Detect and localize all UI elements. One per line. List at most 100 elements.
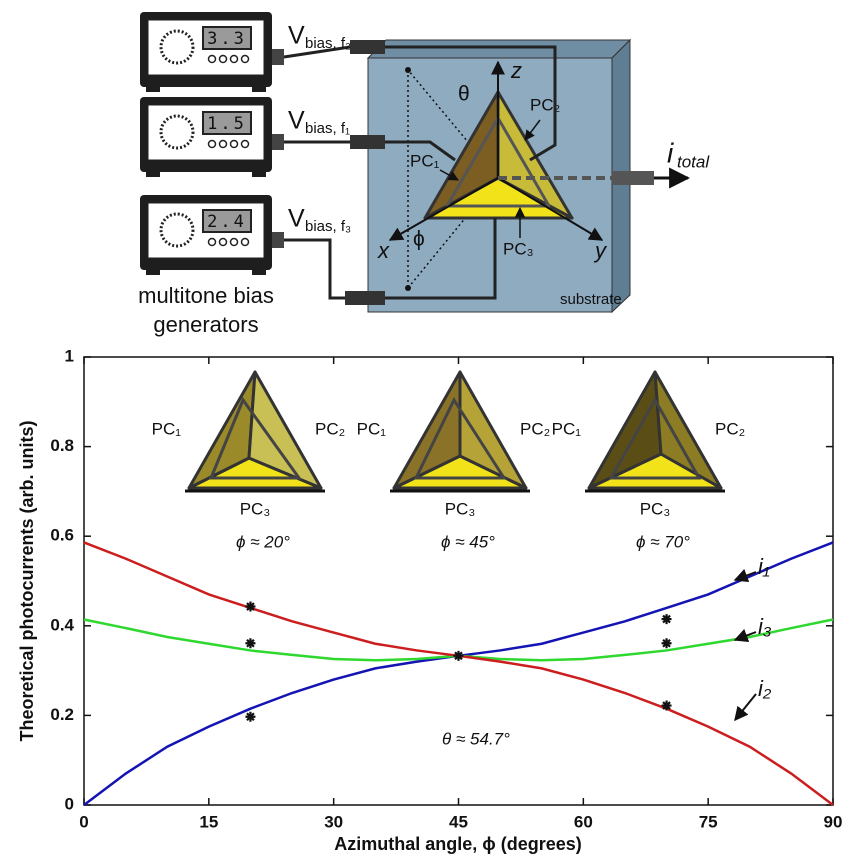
output-label: i [667, 137, 674, 168]
pc-label: PC₁ [410, 151, 440, 170]
point [405, 285, 411, 291]
dial [159, 212, 195, 248]
button [240, 54, 250, 64]
x-axis-label: Azimuthal angle, ϕ (degrees) [334, 834, 582, 854]
button [218, 139, 228, 149]
button [240, 139, 250, 149]
button [207, 139, 217, 149]
generator-foot [252, 87, 266, 92]
inset-pc: PC₃ [640, 499, 671, 518]
bias-label: V [288, 205, 305, 233]
x-tick-label: 45 [449, 812, 468, 831]
inset-pc: PC₂ [520, 419, 550, 438]
display [202, 111, 252, 135]
axis-z: z [510, 58, 522, 83]
marker [245, 601, 256, 612]
bias-label: V [288, 22, 305, 50]
y-tick-label: 0.6 [50, 526, 74, 545]
marker [453, 650, 464, 661]
pyramid [423, 90, 574, 220]
inset-inner [208, 396, 302, 480]
axis-x: x [377, 238, 390, 263]
series-line [83, 541, 834, 806]
button [207, 54, 217, 64]
display-value: 2.4 [207, 212, 247, 232]
button [229, 139, 239, 149]
inset-pc: PC₂ [715, 419, 745, 438]
inset-label: ϕ ≈ 70° [636, 532, 690, 551]
inset-label: ϕ ≈ 45° [441, 532, 495, 551]
marker [661, 638, 672, 649]
pc-label: PC₂ [530, 95, 560, 114]
theta-label: θ [458, 83, 470, 106]
x-tick-label: 15 [199, 812, 218, 831]
y-tick-label: 1 [65, 346, 74, 365]
inset-pc: PC₁ [357, 419, 387, 438]
connector [350, 135, 385, 149]
x-tick-label: 60 [574, 812, 593, 831]
axes-3d [388, 60, 604, 241]
y-tick-label: 0.4 [50, 615, 74, 634]
connector [350, 40, 385, 54]
generator-foot [146, 172, 160, 177]
x-tick-label: 75 [699, 812, 718, 831]
y-tick-label: 0.8 [50, 436, 74, 455]
output-port [272, 49, 284, 65]
legend-arrow [733, 628, 757, 643]
button [218, 54, 228, 64]
generator-foot [252, 270, 266, 275]
generator-foot [146, 270, 160, 275]
caption: generators [153, 312, 258, 337]
bias-label-sub: bias, f₁ [305, 120, 350, 137]
button [207, 237, 217, 247]
legend-label: i₂ [758, 676, 772, 701]
dial [159, 114, 195, 150]
inset-pc: PC₁ [152, 419, 182, 438]
inset-pc: PC₃ [240, 499, 271, 518]
output-port [272, 232, 284, 248]
y-tick-label: 0.2 [50, 705, 74, 724]
inset-inner [413, 396, 507, 480]
marker [661, 700, 672, 711]
cables [283, 45, 557, 300]
legend-arrow [734, 693, 757, 722]
series-line [83, 541, 834, 806]
button [240, 237, 250, 247]
phi-label: ϕ [413, 228, 425, 251]
inset-pc: PC₂ [315, 419, 345, 438]
inset-label: ϕ ≈ 20° [236, 532, 290, 551]
point [405, 67, 411, 73]
display-value: 1.5 [207, 114, 247, 134]
y-tick-label: 0 [65, 794, 74, 813]
legend-label: i₃ [758, 614, 772, 639]
inset-inner [608, 396, 702, 480]
inset-pc: PC₃ [445, 499, 476, 518]
pc-label: PC₃ [503, 239, 534, 258]
legend-label: i₁ [758, 554, 770, 579]
inset-pc: PC₁ [552, 419, 582, 438]
inset-face [458, 370, 528, 490]
button [218, 237, 228, 247]
button [229, 237, 239, 247]
bias-label-sub: bias, f₂ [305, 35, 351, 52]
bias-label-sub: bias, f₃ [305, 218, 351, 235]
marker [245, 638, 256, 649]
axis-y: y [593, 238, 608, 263]
button [229, 54, 239, 64]
annotation: θ ≈ 54.7° [442, 729, 510, 748]
dial [159, 29, 195, 65]
generator-foot [252, 172, 266, 177]
display [202, 209, 252, 233]
x-tick-label: 30 [324, 812, 343, 831]
inset-face [653, 370, 723, 490]
display [202, 26, 252, 50]
x-tick-label: 0 [79, 812, 88, 831]
legend-arrow [733, 568, 757, 583]
output-label-sub: total [677, 152, 710, 171]
display-value: 3.3 [207, 29, 247, 49]
connector [612, 171, 654, 185]
construction-lines [407, 69, 499, 289]
output-port [272, 134, 284, 150]
marker [661, 614, 672, 625]
